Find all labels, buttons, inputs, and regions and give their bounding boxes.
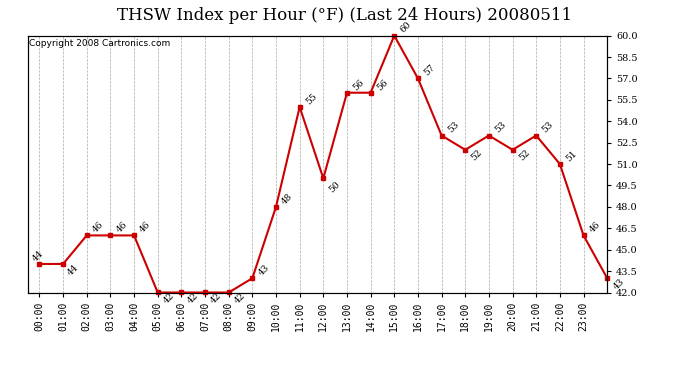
Text: 42: 42 <box>233 291 247 306</box>
Text: THSW Index per Hour (°F) (Last 24 Hours) 20080511: THSW Index per Hour (°F) (Last 24 Hours)… <box>117 8 573 24</box>
Text: 44: 44 <box>66 262 80 277</box>
Text: 53: 53 <box>540 120 555 135</box>
Text: Copyright 2008 Cartronics.com: Copyright 2008 Cartronics.com <box>29 39 170 48</box>
Text: 43: 43 <box>611 277 626 291</box>
Text: 55: 55 <box>304 92 319 106</box>
Text: 60: 60 <box>398 20 413 35</box>
Text: 53: 53 <box>493 120 508 135</box>
Text: 43: 43 <box>257 263 271 278</box>
Text: 52: 52 <box>469 148 484 163</box>
Text: 52: 52 <box>517 148 531 163</box>
Text: 42: 42 <box>186 291 200 306</box>
Text: 44: 44 <box>31 249 46 263</box>
Text: 46: 46 <box>115 220 129 235</box>
Text: 46: 46 <box>138 220 152 235</box>
Text: 56: 56 <box>375 77 389 92</box>
Text: 42: 42 <box>209 291 224 306</box>
Text: 42: 42 <box>162 291 176 306</box>
Text: 46: 46 <box>91 220 106 235</box>
Text: 46: 46 <box>588 220 602 235</box>
Text: 53: 53 <box>446 120 460 135</box>
Text: 51: 51 <box>564 149 579 163</box>
Text: 57: 57 <box>422 63 437 78</box>
Text: 50: 50 <box>328 180 342 194</box>
Text: 56: 56 <box>351 77 366 92</box>
Text: 48: 48 <box>280 192 295 206</box>
